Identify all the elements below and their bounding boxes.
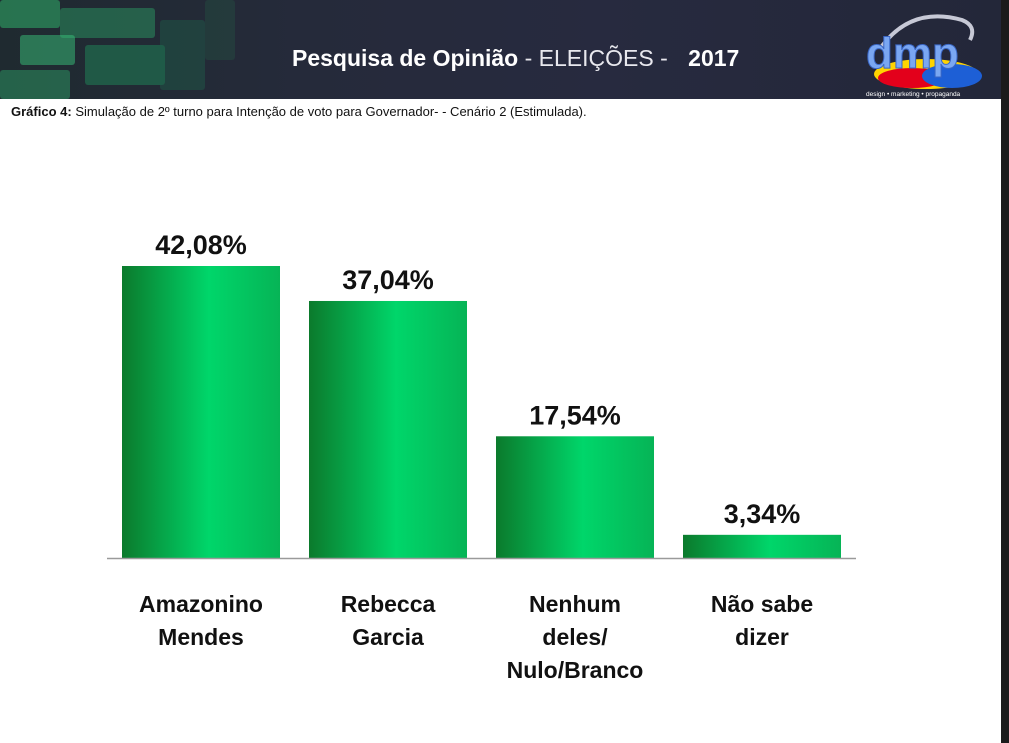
decorative-tile	[205, 0, 235, 60]
bar-4	[683, 534, 841, 558]
bar-3	[496, 436, 654, 558]
window-frame-edge	[1001, 0, 1009, 743]
decorative-tile	[0, 70, 70, 99]
title-year: 2017	[688, 45, 740, 71]
decorative-tile	[0, 0, 60, 28]
value-label-4: 3,34%	[724, 499, 801, 529]
logo-wordmark: dmp	[866, 29, 959, 78]
bar-chart: 42,08% 37,04% 17,54% 3,34% Amazonino Mendes R…	[107, 230, 856, 683]
chart-caption: Gráfico 4: Simulação de 2º turno para In…	[11, 104, 587, 119]
bar-1	[122, 266, 280, 558]
category-label-1-line-1: Amazonino	[139, 591, 263, 617]
category-label-4-line-1: Não sabe	[711, 591, 813, 617]
logo-tagline: design • marketing • propaganda	[866, 91, 961, 98]
category-label-2-line-2: Garcia	[352, 624, 424, 650]
category-label-4-line-2: dizer	[735, 624, 789, 650]
dmp-logo: dmp design • marketing • propaganda	[866, 14, 982, 98]
title-light: - ELEIÇÕES -	[524, 45, 668, 71]
caption-text: Simulação de 2º turno para Intenção de v…	[75, 104, 587, 119]
decorative-tile	[60, 8, 155, 38]
value-label-1: 42,08%	[155, 230, 247, 260]
header-banner: Pesquisa de Opinião - ELEIÇÕES - 2017 dm…	[0, 0, 1001, 99]
page-title: Pesquisa de Opinião - ELEIÇÕES - 2017	[292, 40, 739, 76]
bar-2	[309, 300, 467, 558]
decorative-tile	[160, 20, 205, 90]
value-label-2: 37,04%	[342, 265, 434, 295]
logo-arc	[880, 14, 975, 48]
category-label-1-line-2: Mendes	[158, 624, 244, 650]
category-label-3-line-2: deles/	[542, 624, 608, 650]
category-label-3-line-1: Nenhum	[529, 591, 621, 617]
decorative-tile	[20, 35, 75, 65]
category-label-3-line-3: Nulo/Branco	[507, 657, 644, 683]
decorative-tile	[85, 45, 165, 85]
category-label-2-line-1: Rebecca	[341, 591, 436, 617]
value-label-3: 17,54%	[529, 400, 621, 430]
caption-label: Gráfico 4:	[11, 104, 72, 119]
logo-swoosh-blue	[922, 64, 982, 88]
title-strong: Pesquisa de Opinião	[292, 45, 519, 71]
